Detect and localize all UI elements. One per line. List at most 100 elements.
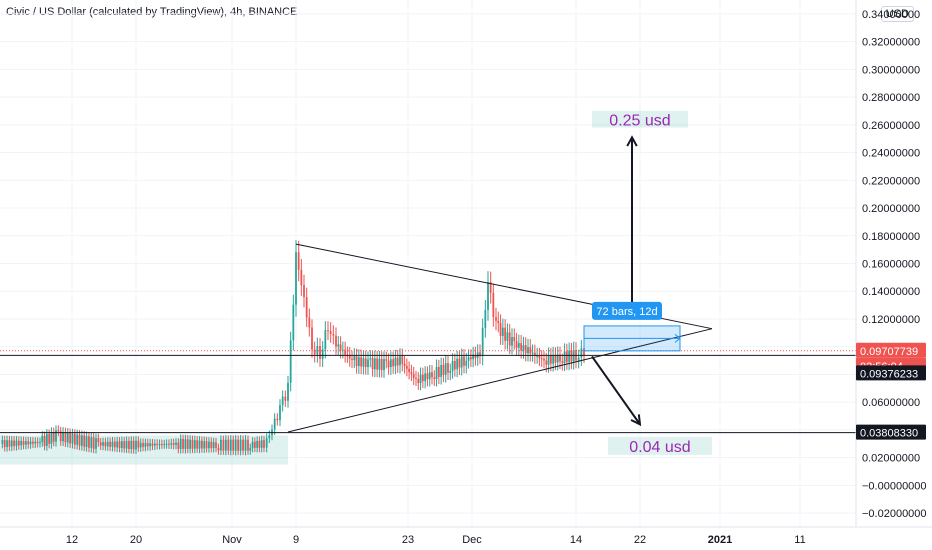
candle-body — [428, 372, 431, 380]
y-tick-label: 0.26000000 — [862, 120, 920, 132]
candle-body — [547, 355, 550, 365]
candle-body — [189, 439, 192, 449]
target-label-box[interactable] — [608, 436, 712, 455]
target-down-arrow[interactable] — [591, 355, 641, 425]
candle-body — [120, 441, 123, 448]
candle-body — [39, 442, 41, 444]
candle-body — [80, 435, 83, 446]
candle-body — [276, 418, 279, 421]
y-tick-label: −0.00000000 — [862, 480, 927, 492]
candle-body — [321, 349, 324, 359]
candle-body — [128, 440, 130, 449]
candle-body — [10, 440, 13, 447]
candle-body — [113, 441, 116, 448]
price-tag-label: 0.03808330 — [860, 428, 918, 440]
triangle-lower-trendline[interactable] — [287, 328, 713, 433]
candle-body — [360, 357, 363, 367]
candle-body — [554, 354, 557, 363]
candle-body — [504, 327, 507, 341]
candle-body — [531, 352, 534, 354]
candle-body — [433, 377, 436, 379]
candle-body — [524, 345, 527, 354]
candle-body — [545, 360, 548, 365]
candle-body — [515, 341, 518, 348]
candle-body — [45, 434, 48, 446]
candle-body — [71, 433, 74, 444]
price-tag-label: 0.09707739 — [860, 346, 918, 358]
candle-body — [116, 441, 119, 448]
candle-body — [577, 357, 580, 361]
y-tick-label: 0.02000000 — [862, 453, 920, 465]
candle-body — [6, 440, 8, 448]
candle-body — [389, 359, 392, 368]
candle-body — [97, 438, 100, 443]
candle-body — [144, 443, 147, 447]
candle-body — [1, 440, 4, 444]
candle-body — [556, 354, 559, 363]
candle-body — [332, 333, 335, 336]
candle-body — [137, 440, 140, 448]
candle-body — [160, 443, 163, 445]
candle-body — [29, 441, 32, 445]
candle-body — [191, 439, 194, 449]
y-tick-label: 0.18000000 — [862, 231, 920, 243]
candle-body — [570, 350, 573, 362]
candle-body — [403, 363, 406, 367]
candle-body — [168, 443, 170, 445]
candle-body — [508, 332, 511, 346]
chart-title: Civic / US Dollar (calculated by Trading… — [6, 6, 298, 18]
measure-arrow — [674, 333, 681, 343]
candle-body — [64, 432, 67, 443]
currency-button[interactable]: USD — [880, 6, 914, 22]
candle-body — [399, 356, 401, 366]
y-tick-label: 0.28000000 — [862, 92, 920, 104]
candle-body — [165, 443, 168, 445]
downside-target-label: 0.04 usd — [629, 439, 690, 456]
drawings: 0.25 usd 0.04 usd 72 bars, 12d — [0, 110, 856, 456]
target-label-box[interactable] — [592, 110, 688, 128]
y-tick-label: 0.20000000 — [862, 203, 920, 215]
candle-body — [281, 396, 284, 406]
candle-body — [193, 440, 196, 449]
y-tick-label: 0.32000000 — [862, 37, 920, 49]
candle-body — [410, 372, 413, 374]
candle-body — [151, 443, 154, 446]
candle-body — [142, 442, 144, 447]
candle-body — [210, 441, 213, 449]
candle-body — [492, 292, 495, 318]
candle-body — [27, 441, 30, 445]
candle-body — [549, 355, 552, 364]
candle-body — [99, 442, 102, 446]
price-tag-box — [856, 342, 926, 358]
candle-body — [463, 356, 465, 366]
candle-body — [305, 297, 308, 318]
candle-body — [268, 435, 271, 439]
candle-body — [34, 441, 37, 444]
candle-body — [536, 355, 539, 357]
x-tick-label: 22 — [634, 534, 646, 546]
candle-body — [424, 373, 427, 382]
y-tick-label: 0.14000000 — [862, 286, 920, 298]
candle-body — [102, 442, 104, 446]
candle-body — [538, 355, 541, 359]
candle-body — [205, 441, 208, 449]
candle-body — [106, 441, 109, 447]
candle-body — [203, 441, 206, 449]
candle-body — [385, 359, 388, 361]
candle-body — [156, 443, 159, 446]
candle-body — [24, 441, 27, 445]
candle-body — [563, 351, 566, 363]
y-tick-label: 0.30000000 — [862, 64, 920, 76]
candle-body — [319, 346, 321, 359]
measure-label-box — [592, 301, 662, 320]
candle-body — [513, 337, 516, 342]
candle-body — [339, 344, 342, 351]
candle-body — [253, 441, 256, 448]
candle-body — [341, 349, 344, 351]
candle-body — [329, 331, 332, 334]
candle-body — [489, 282, 492, 293]
candle-body — [376, 358, 379, 370]
candle-body — [484, 309, 487, 328]
